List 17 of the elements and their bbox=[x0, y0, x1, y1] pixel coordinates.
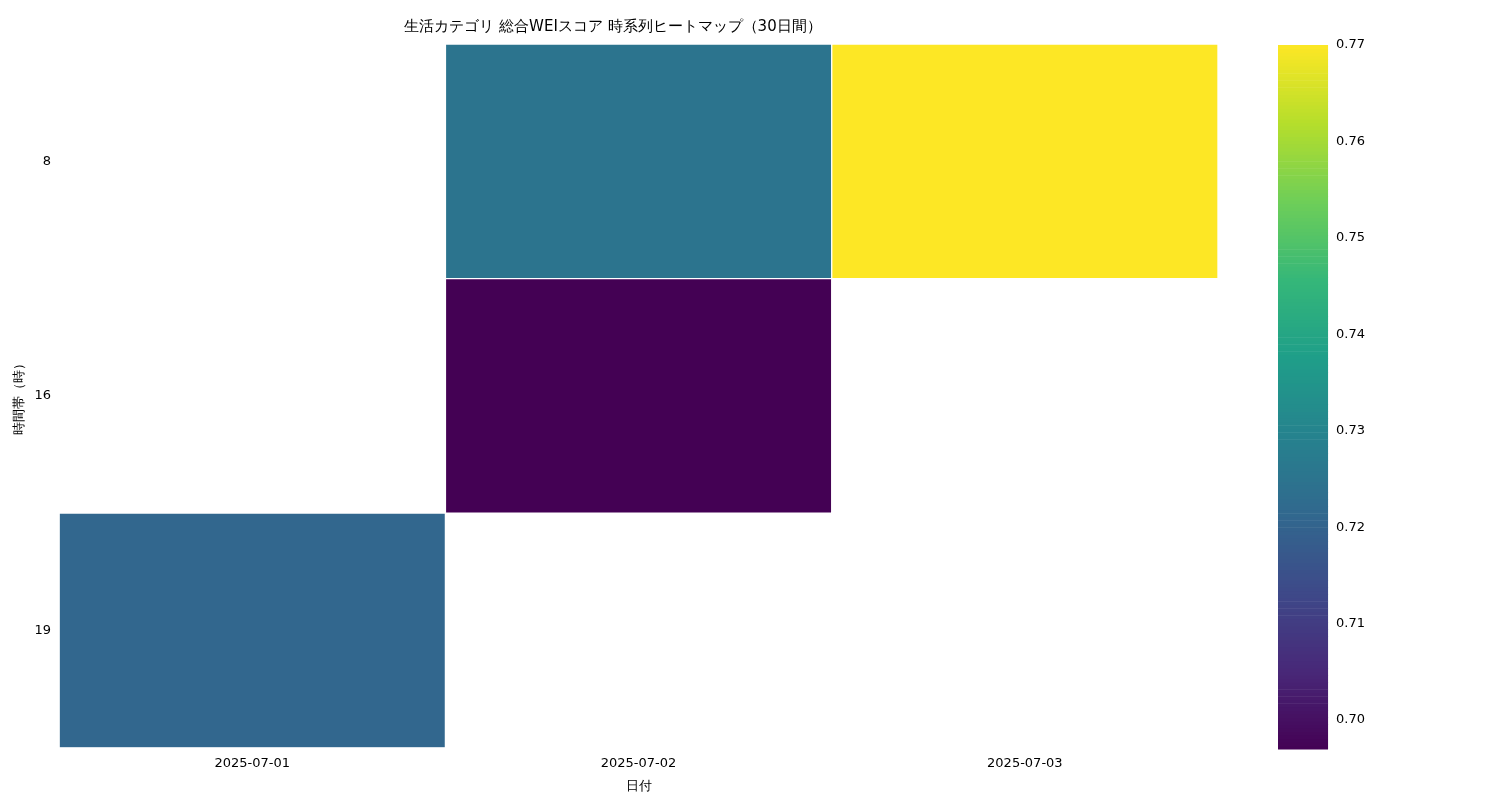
y-tick-label: 8 bbox=[42, 152, 52, 168]
x-tick-label: 2025-07-03 bbox=[987, 754, 1063, 770]
color-bar-label: 0.77 bbox=[1336, 36, 1366, 52]
color-bar-label: 0.75 bbox=[1336, 229, 1366, 245]
y-axis-title: 時間帯（時） bbox=[11, 356, 27, 435]
chart-title: 生活カテゴリ 総合WEIスコア 時系列ヒートマップ（30日間） bbox=[404, 16, 822, 35]
x-axis-title: 日付 bbox=[625, 777, 652, 793]
x-tick-label: 2025-07-01 bbox=[214, 754, 291, 770]
color-bar-label: 0.74 bbox=[1336, 325, 1366, 341]
color-bar-label: 0.70 bbox=[1336, 711, 1366, 727]
y-tick-label: 16 bbox=[34, 387, 52, 403]
color-bar-label: 0.71 bbox=[1336, 615, 1366, 631]
color-bar-label: 0.76 bbox=[1336, 132, 1366, 148]
color-bar-label: 0.72 bbox=[1336, 518, 1366, 534]
x-tick-label: 2025-07-02 bbox=[600, 754, 677, 770]
color-bar-label: 0.73 bbox=[1336, 422, 1366, 438]
y-tick-label: 19 bbox=[34, 621, 52, 637]
